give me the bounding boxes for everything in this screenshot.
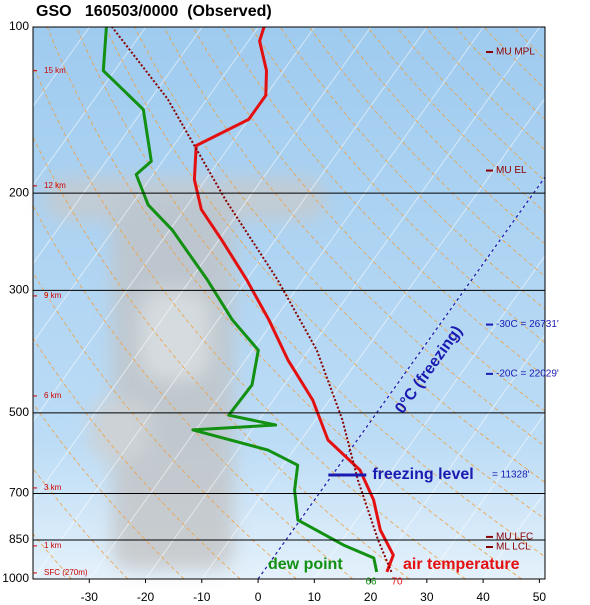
plot-background <box>33 27 545 579</box>
height-label: SFC (270m) <box>44 568 88 577</box>
isotherm <box>538 570 545 579</box>
background-lines <box>33 27 545 579</box>
freezing-level-label: freezing level <box>372 466 473 483</box>
dry-adiabat <box>33 136 410 579</box>
dry-adiabat <box>33 402 185 579</box>
level-label: -30C = 26731' <box>496 319 559 330</box>
isotherm <box>370 333 545 579</box>
y-tick-label: 300 <box>9 283 29 297</box>
dry-adiabat <box>105 27 545 520</box>
x-tick-label: -10 <box>193 590 211 604</box>
series-label: air temperature <box>403 556 520 573</box>
dry-adiabat <box>33 204 354 579</box>
x-tick-label: 40 <box>476 590 490 604</box>
y-tick-label: 700 <box>9 486 29 500</box>
isotherm <box>426 412 545 579</box>
dry-adiabat <box>279 27 545 310</box>
x-tick-label: -20 <box>137 590 155 604</box>
x-tick-label: -30 <box>81 590 99 604</box>
y-tick-label: 850 <box>9 532 29 546</box>
isotherm <box>33 27 372 502</box>
isotherm <box>201 97 545 579</box>
dry-adiabat <box>192 27 545 412</box>
dry-adiabat <box>163 27 545 447</box>
surface-label: 66 <box>365 577 377 588</box>
dry-adiabat <box>33 271 297 579</box>
level-label: -20C = 22029' <box>496 369 559 380</box>
y-tick-label: 500 <box>9 405 29 419</box>
dry-adiabat <box>33 467 129 579</box>
height-label: 6 km <box>44 391 62 400</box>
isotherm <box>145 27 541 579</box>
x-tick-label: 50 <box>533 590 547 604</box>
height-label: 9 km <box>44 291 62 300</box>
height-label: 3 km <box>44 483 62 492</box>
profiles <box>101 27 545 579</box>
series-label: dew point <box>268 556 343 573</box>
y-tick-label: 200 <box>9 185 29 199</box>
y-tick-label: 1000 <box>2 571 29 585</box>
isotherm <box>257 176 545 579</box>
x-tick-label: 20 <box>364 590 378 604</box>
x-tick-label: 0 <box>255 590 262 604</box>
dry-adiabat <box>396 27 545 182</box>
isotherm <box>313 255 545 579</box>
dry-adiabat <box>46 27 522 579</box>
profile-line <box>192 27 395 573</box>
y-tick-label: 100 <box>9 19 29 33</box>
isotherm <box>33 27 147 186</box>
dry-adiabat <box>425 27 545 151</box>
dry-adiabat <box>33 64 466 579</box>
chart-title: GSO 160503/0000 (Observed) <box>36 3 272 20</box>
height-label: 15 km <box>44 66 66 75</box>
isotherm <box>33 27 203 265</box>
level-label: MU MPL <box>496 47 535 58</box>
dry-adiabat <box>134 27 545 483</box>
height-label: 1 km <box>44 541 62 550</box>
isotherm <box>88 27 484 579</box>
level-label: ML LCL <box>496 542 531 553</box>
height-label: 12 km <box>44 181 66 190</box>
x-tick-label: 30 <box>420 590 434 604</box>
x-tick-label: 10 <box>308 590 322 604</box>
level-label: MU EL <box>496 165 527 176</box>
isotherm <box>33 27 259 344</box>
profile-line <box>101 27 379 573</box>
dry-adiabat <box>367 27 545 213</box>
level-label: MU LFC <box>496 532 533 543</box>
dry-adiabat <box>76 27 545 558</box>
surface-label: 70 <box>391 577 403 588</box>
freezing-level-height: = 11328' <box>492 470 530 481</box>
isotherm <box>33 27 428 579</box>
